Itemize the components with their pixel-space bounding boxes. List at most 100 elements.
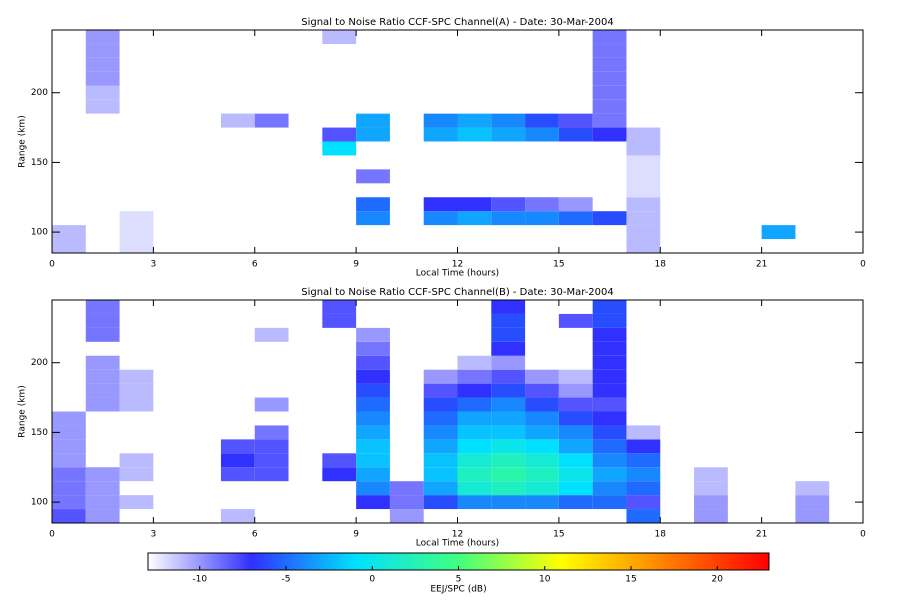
- x-tick-label: 15: [553, 530, 564, 540]
- heat-cell: [356, 481, 390, 496]
- heat-cell: [558, 211, 593, 226]
- heat-cell: [491, 327, 526, 342]
- heat-cell: [85, 481, 120, 496]
- heat-cell: [457, 369, 492, 384]
- y-tick-label: 150: [31, 428, 48, 438]
- heat-cell: [457, 197, 492, 212]
- heat-cell: [795, 481, 830, 496]
- heat-cell: [220, 453, 255, 468]
- heat-cell: [592, 453, 627, 468]
- colorbar-label: EEJ/SPC (dB): [430, 585, 486, 595]
- heat-cell: [356, 127, 390, 142]
- heat-cell: [423, 495, 458, 510]
- heat-cell: [592, 411, 627, 426]
- heat-cell: [85, 355, 120, 370]
- heat-cell: [491, 127, 526, 142]
- heat-cell: [254, 453, 289, 468]
- x-tick-label: 21: [756, 260, 767, 270]
- heat-cell: [85, 30, 120, 44]
- heat-cell: [558, 481, 593, 496]
- heat-cell: [52, 411, 86, 426]
- heat-cell: [525, 495, 559, 510]
- heat-cell: [85, 327, 120, 342]
- heat-cell: [558, 369, 593, 384]
- colorbar-tick-label: 15: [625, 575, 636, 585]
- x-tick-label: 12: [452, 530, 463, 540]
- heat-cell: [85, 85, 120, 100]
- heat-cell: [389, 481, 424, 496]
- heat-cell: [254, 425, 289, 440]
- heat-cell: [558, 113, 593, 128]
- heat-cell: [119, 495, 154, 510]
- heat-cell: [592, 313, 627, 328]
- x-tick-label: 15: [553, 260, 564, 270]
- heat-cell: [525, 397, 559, 412]
- heat-cell: [525, 369, 559, 384]
- heat-cell: [626, 425, 661, 440]
- heat-cell: [457, 481, 492, 496]
- heat-cell: [457, 397, 492, 412]
- heat-cell: [491, 467, 526, 482]
- heat-cell: [525, 127, 559, 142]
- heat-cell: [592, 85, 627, 100]
- heat-cell: [592, 43, 627, 58]
- heat-cell: [491, 383, 526, 398]
- heat-cell: [52, 481, 86, 496]
- heat-cell: [491, 355, 526, 370]
- heat-cell: [457, 425, 492, 440]
- x-tick-label: 0: [49, 260, 55, 270]
- heat-cell: [592, 425, 627, 440]
- heat-cell: [85, 99, 120, 114]
- heat-cell: [491, 113, 526, 128]
- heat-cell: [525, 411, 559, 426]
- heat-cell: [457, 453, 492, 468]
- heat-cell: [356, 113, 390, 128]
- heat-cell: [457, 211, 492, 226]
- heat-cell: [423, 467, 458, 482]
- heat-cell: [525, 481, 559, 496]
- heat-cell: [558, 383, 593, 398]
- heat-cell: [52, 239, 86, 253]
- heat-cell: [525, 197, 559, 212]
- x-tick-label: 18: [655, 530, 667, 540]
- heat-cell: [592, 300, 627, 314]
- heat-cell: [85, 43, 120, 58]
- heat-cell: [457, 355, 492, 370]
- heat-cell: [592, 113, 627, 128]
- heat-cell: [52, 453, 86, 468]
- y-tick-label: 100: [31, 498, 48, 508]
- heat-cell: [525, 439, 559, 454]
- heat-cell: [119, 211, 154, 226]
- heat-cell: [220, 509, 255, 523]
- heat-cell: [119, 397, 154, 412]
- heat-cell: [254, 439, 289, 454]
- heat-cell: [85, 313, 120, 328]
- heat-cell: [694, 467, 728, 482]
- colorbar-tick-label: 0: [369, 575, 375, 585]
- heat-cell: [85, 495, 120, 510]
- heat-cell: [119, 383, 154, 398]
- colorbar-tick-label: -10: [192, 575, 207, 585]
- heat-cell: [592, 481, 627, 496]
- heat-cell: [389, 495, 424, 510]
- heat-cell: [52, 225, 86, 240]
- heat-cell: [491, 341, 526, 356]
- heat-cell: [491, 411, 526, 426]
- heat-cell: [356, 411, 390, 426]
- heat-cell: [795, 509, 830, 523]
- heat-cell: [85, 71, 120, 86]
- heat-cell: [694, 481, 728, 496]
- heat-cell: [356, 369, 390, 384]
- heat-cell: [254, 113, 289, 128]
- heat-cell: [119, 225, 154, 240]
- heat-cell: [592, 71, 627, 86]
- heat-cell: [457, 383, 492, 398]
- heat-cell: [592, 369, 627, 384]
- heat-cell: [626, 439, 661, 454]
- heat-cell: [85, 397, 120, 412]
- heat-cell: [491, 425, 526, 440]
- heat-cell: [423, 127, 458, 142]
- heat-cell: [85, 369, 120, 384]
- heat-cell: [626, 495, 661, 510]
- heat-cell: [52, 439, 86, 454]
